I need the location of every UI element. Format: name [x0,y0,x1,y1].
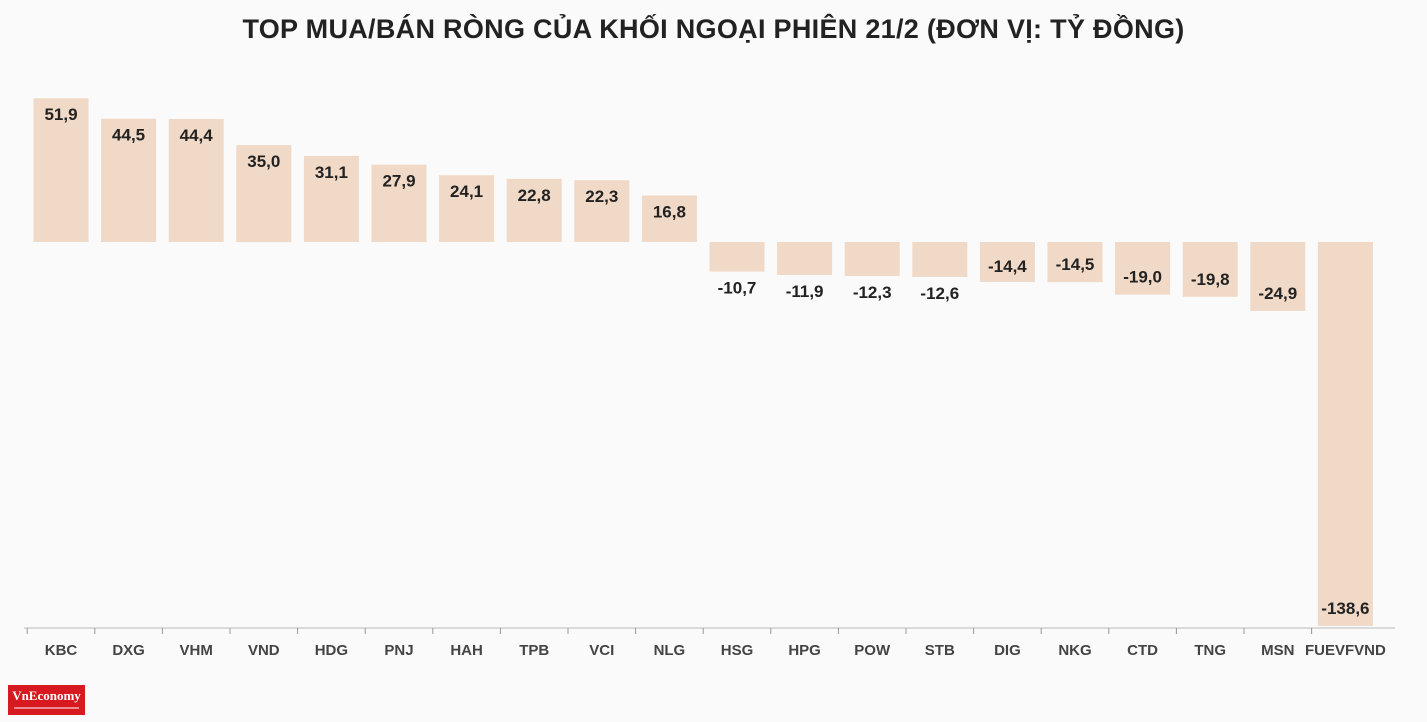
x-tick-label-dxg: DXG [112,642,145,659]
logo-underline [14,707,79,709]
bar-pnj [371,164,427,242]
value-label-dxg: 44,5 [112,126,145,145]
bar-vci [574,180,630,242]
x-tick-label-kbc: KBC [45,642,78,659]
x-tick-label-ctd: CTD [1127,642,1158,659]
x-tick-label-tpb: TPB [519,642,549,659]
x-tick-label-nlg: NLG [654,642,686,659]
value-label-hdg: 31,1 [315,163,348,182]
x-tick-label-pnj: PNJ [384,642,413,659]
bar-nlg [641,195,697,242]
bar-vhm [168,119,224,242]
value-label-msn: -24,9 [1258,284,1297,303]
bar-vnd [236,145,292,243]
bar-hpg [777,242,833,275]
x-tick-label-vhm: VHM [180,642,213,659]
x-tick-label-msn: MSN [1261,642,1294,659]
bar-tpb [506,178,562,242]
value-label-nlg: 16,8 [653,203,686,222]
bar-tng [1182,242,1238,297]
value-label-vci: 22,3 [585,187,618,206]
value-label-hah: 24,1 [450,182,483,201]
bar-ctd [1115,242,1171,295]
x-tick-label-dig: DIG [994,642,1021,659]
value-label-ctd: -19,0 [1123,268,1162,287]
bar-pow [844,242,900,277]
x-tick-label-vnd: VND [248,642,280,659]
value-label-tng: -19,8 [1191,270,1230,289]
value-label-pnj: 27,9 [382,172,415,191]
value-label-vhm: 44,4 [180,126,214,145]
value-label-nkg: -14,5 [1056,255,1095,274]
value-label-tpb: 22,8 [518,186,551,205]
bar-nkg [1047,242,1103,283]
value-label-hpg: -11,9 [786,282,824,301]
logo-text: VnEconomy [12,688,81,703]
bar-stb [912,242,968,277]
value-label-dig: -14,4 [988,257,1027,276]
chart-title: TOP MUA/BÁN RÒNG CỦA KHỐI NGOẠI PHIÊN 21… [242,14,1185,44]
value-label-stb: -12,6 [920,284,959,303]
bar-hsg [709,242,765,272]
value-label-pow: -12,3 [853,283,892,302]
x-tick-label-hah: HAH [450,642,483,659]
bar-hah [439,175,495,242]
vneconomy-logo: VnEconomy [8,685,85,715]
value-labels-layer: 51,9 44,5 44,4 35,0 31,1 27,9 24,1 22,8 22,3 16,8… [44,105,1369,618]
x-axis-layer: KBC DXG VHM VND HDG PNJ HAH TPB VCI NLG HSG HPG POW S… [26,628,1386,659]
x-tick-label-hsg: HSG [721,642,754,659]
bar-msn [1250,242,1306,311]
bars-layer [33,98,1373,626]
x-tick-label-vci: VCI [589,642,614,659]
x-tick-label-tng: TNG [1194,642,1226,659]
value-label-fuevfvnd: -138,6 [1321,599,1369,618]
value-label-hsg: -10,7 [718,279,757,298]
bar-fuevfvnd [1317,242,1373,626]
value-label-kbc: 51,9 [44,105,77,124]
bar-kbc [33,98,89,242]
x-tick-label-stb: STB [925,642,955,659]
x-tick-label-hpg: HPG [788,642,821,659]
x-tick-label-pow: POW [854,642,891,659]
value-label-vnd: 35,0 [247,152,280,171]
bar-dig [979,242,1035,282]
x-tick-label-fuevfvnd: FUEVFVND [1305,642,1386,659]
bar-dxg [101,118,157,242]
x-tick-label-nkg: NKG [1058,642,1091,659]
x-tick-label-hdg: HDG [315,642,348,659]
bar-hdg [303,155,359,242]
